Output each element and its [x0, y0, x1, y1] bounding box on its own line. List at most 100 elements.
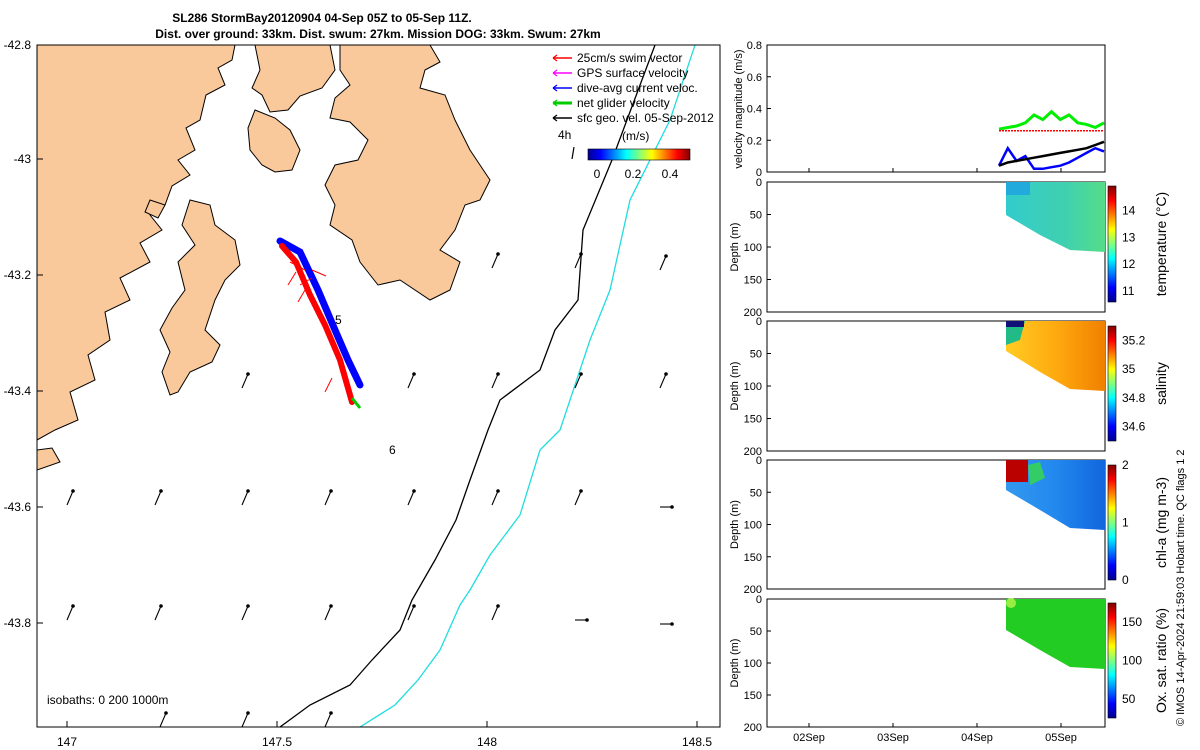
- speed-colorbar-tick: 0.2: [625, 167, 642, 181]
- geo-velocity-arrow: [66, 490, 74, 506]
- legend-label: net glider velocity: [577, 96, 670, 110]
- oxygen-surface-patch: [1006, 598, 1016, 608]
- velocity-y-tick-label: 0.4: [747, 104, 762, 116]
- geo-velocity-arrowhead: [664, 372, 668, 376]
- glider-track-green: [350, 397, 362, 409]
- land-central-island: [247, 109, 301, 173]
- geo-velocity-arrow: [491, 253, 499, 269]
- temperature-warm-patch: [1006, 182, 1030, 195]
- depth-tick-label: 100: [744, 658, 762, 670]
- geo-velocity-arrow: [491, 605, 499, 621]
- geo-velocity-arrowhead: [585, 618, 589, 622]
- depth-tick-label: 200: [744, 446, 762, 458]
- depth-tick-label: 0: [756, 177, 762, 189]
- geo-velocity-arrow: [324, 712, 332, 727]
- legend-label: 25cm/s swim vector: [577, 51, 682, 65]
- colorbar-tick-label: 0: [1122, 573, 1129, 587]
- temperature-section: [1006, 182, 1105, 252]
- velocity-series-line: [998, 140, 1105, 167]
- geo-velocity-arrowhead: [159, 489, 163, 493]
- geo-velocity-arrowhead: [71, 489, 75, 493]
- velocity-series: [997, 109, 1105, 171]
- geo-velocity-arrowhead: [412, 489, 416, 493]
- colorbar-tick-label: 13: [1122, 230, 1136, 244]
- credit-text: © IMOS 14-Apr-2024 21:59:03 Hobart time.…: [1175, 449, 1187, 726]
- geo-velocity-arrowhead: [329, 711, 333, 715]
- colorbar-label: salinity: [1153, 362, 1169, 405]
- date-tick-label: 05Sep: [1045, 732, 1077, 744]
- geo-velocity-arrowhead: [329, 604, 333, 608]
- depth-tick-label: 150: [744, 275, 762, 287]
- colorbar-tick-label: 150: [1122, 615, 1142, 629]
- colorbar-tick-label: 35.2: [1122, 333, 1146, 347]
- isobath-1000m: [359, 45, 696, 727]
- glider-track-blue: [276, 237, 364, 389]
- geo-velocity-arrowhead: [579, 252, 583, 256]
- section-colorbar: [1107, 325, 1117, 442]
- legend-label: sfc geo. vel. 05-Sep-2012: [577, 111, 714, 125]
- colorbar-unit: (m/s): [622, 129, 649, 143]
- geo-velocity-arrow: [574, 253, 582, 269]
- velocity-y-tick-label: 0.2: [747, 135, 762, 147]
- geo-velocity-arrowhead: [246, 372, 250, 376]
- depth-tick-label: 150: [744, 414, 762, 426]
- map-y-tick-label: -43: [14, 152, 32, 166]
- velocity-y-tick-label: 0.6: [747, 72, 762, 84]
- geo-velocity-arrowhead: [412, 372, 416, 376]
- section-colorbar: [1107, 185, 1117, 303]
- legend-arrowhead: [552, 99, 558, 107]
- geo-velocity-arrow: [407, 490, 415, 506]
- legend-arrowhead: [552, 84, 558, 92]
- depth-tick-label: 0: [756, 316, 762, 328]
- colorbar-tick-label: 34.6: [1122, 420, 1146, 434]
- scale-arrow-label: 4h: [558, 128, 571, 142]
- figure-subtitle: Dist. over ground: 33km. Dist. swum: 27k…: [155, 27, 600, 41]
- geo-velocity-arrowhead: [329, 489, 333, 493]
- geo-velocity-arrow: [159, 712, 167, 727]
- geo-velocity-arrowhead: [246, 604, 250, 608]
- map-x-axis: 147 147.5 148 148.5: [57, 721, 712, 749]
- geo-velocity-arrow: [66, 605, 74, 621]
- figure-title: SL286 StormBay20120904 04-Sep 05Z to 05-…: [172, 11, 472, 25]
- geo-velocity-arrowhead: [579, 489, 583, 493]
- geo-velocity-arrow: [154, 605, 162, 621]
- colorbar-tick-label: 1: [1122, 516, 1129, 530]
- map-y-tick-label: -43.8: [4, 616, 32, 630]
- geo-velocity-arrow: [574, 490, 582, 506]
- section-colorbar: [1107, 602, 1117, 719]
- depth-tick-label: 150: [744, 552, 762, 564]
- glider-track-red: [279, 243, 355, 405]
- colorbar-label: temperature (°C): [1153, 192, 1169, 296]
- depth-tick-label: 200: [744, 584, 762, 596]
- colorbar-label: chl-a (mg m-3): [1153, 477, 1169, 568]
- legend-label: dive-avg current veloc.: [577, 81, 698, 95]
- geo-velocity-arrowhead: [670, 505, 674, 509]
- depth-tick-label: 150: [744, 690, 762, 702]
- colorbar-tick-label: 11: [1122, 284, 1135, 298]
- profile-panels: 0 0.2 0.4 0.6 0.8 velocity magnitude (m/s) 0…: [729, 40, 1169, 744]
- depth-axis-label: Depth (m): [729, 223, 741, 272]
- map-x-tick-label: 147.5: [262, 735, 292, 749]
- colorbar-tick-label: 12: [1122, 257, 1136, 271]
- chl-high-patch: [1006, 460, 1028, 482]
- depth-tick-label: 100: [744, 381, 762, 393]
- land-north-east: [251, 45, 336, 113]
- map-x-tick-label: 148: [477, 735, 497, 749]
- section-colorbar: [1107, 464, 1117, 581]
- salinity-surface-patch: [1006, 321, 1024, 327]
- velocity-y-tick-label: 0: [756, 167, 762, 179]
- isobath-200m: [279, 45, 656, 727]
- track-marker-6: 6: [389, 443, 396, 457]
- geo-velocity-arrow: [491, 490, 499, 506]
- geostrophic-velocity-arrows: [66, 252, 674, 727]
- depth-tick-label: 50: [750, 210, 762, 222]
- depth-tick-label: 50: [750, 626, 762, 638]
- land-mainland: [37, 45, 236, 441]
- velocity-y-axis: 0 0.2 0.4 0.6 0.8: [747, 40, 771, 179]
- geo-velocity-arrowhead: [496, 372, 500, 376]
- geo-velocity-arrow: [324, 605, 332, 621]
- colorbar-tick-label: 14: [1122, 203, 1136, 217]
- depth-tick-label: 200: [744, 722, 762, 734]
